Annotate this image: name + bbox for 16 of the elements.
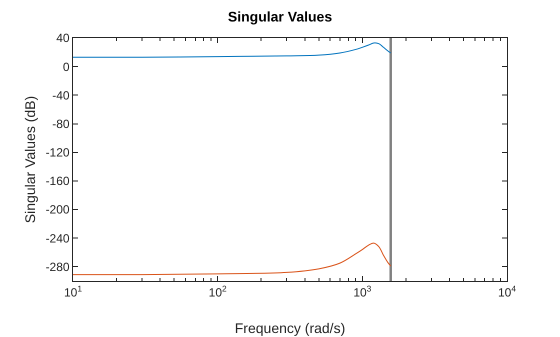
y-tick-label: -240 <box>46 231 70 246</box>
chart-title: Singular Values <box>228 8 332 25</box>
y-tick-label: -280 <box>46 260 70 274</box>
y-tick-label: -80 <box>52 116 70 131</box>
y-tick-label: -120 <box>46 146 70 160</box>
y-tick-label: -160 <box>46 174 70 188</box>
y-axis-title: Singular Values (dB) <box>22 96 38 224</box>
y-tick-label: -200 <box>46 202 70 217</box>
y-tick-label: -40 <box>52 88 70 102</box>
y-tick-label: 40 <box>56 31 70 46</box>
x-tick-label: 10$^{3}$ <box>353 283 372 300</box>
x-tick-label: 10$^{4}$ <box>498 283 516 300</box>
x-axis-title: Frequency (rad/s) <box>234 320 346 336</box>
x-tick-label: 10$^{1}$ <box>64 283 82 300</box>
x-tick-label: 10$^{2}$ <box>208 283 228 300</box>
y-tick-label: 0 <box>62 60 70 74</box>
